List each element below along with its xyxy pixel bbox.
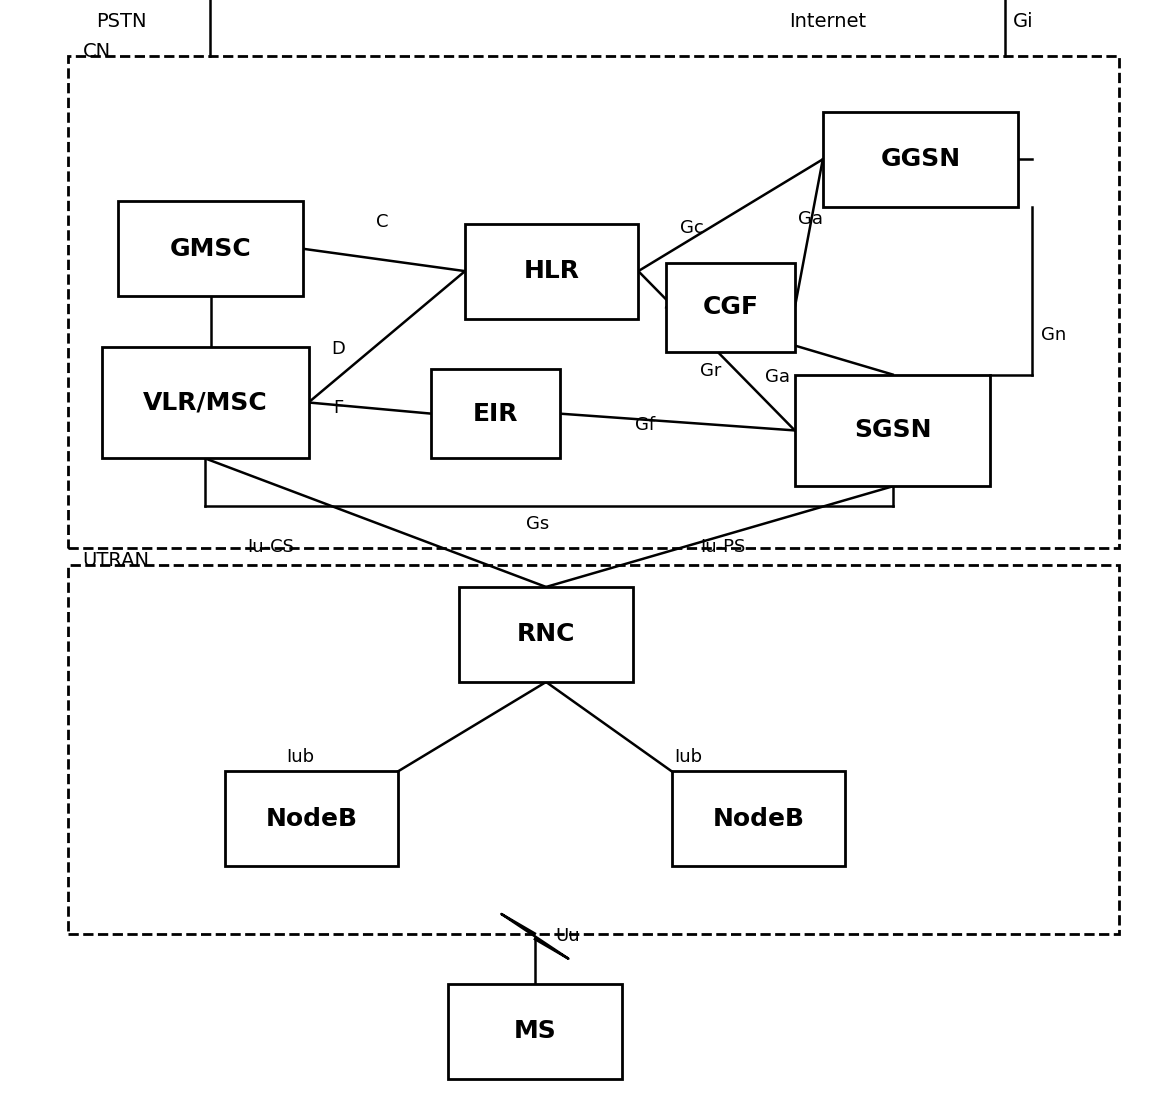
Text: NodeB: NodeB <box>266 807 358 831</box>
Text: Iu-PS: Iu-PS <box>700 538 746 556</box>
Bar <box>68 56 1120 548</box>
Bar <box>823 112 1018 207</box>
Text: VLR/MSC: VLR/MSC <box>142 390 267 415</box>
Text: RNC: RNC <box>516 623 575 646</box>
Text: Iub: Iub <box>674 748 702 766</box>
Text: C: C <box>375 214 388 231</box>
Text: Gs: Gs <box>526 515 549 533</box>
Text: Ga: Ga <box>799 210 823 228</box>
Text: CGF: CGF <box>702 295 759 320</box>
Text: Gi: Gi <box>1013 12 1034 31</box>
Text: HLR: HLR <box>523 259 580 283</box>
Text: SGSN: SGSN <box>854 418 931 443</box>
Text: Ga: Ga <box>764 368 789 386</box>
Text: PSTN: PSTN <box>96 12 147 31</box>
Text: GGSN: GGSN <box>881 148 961 171</box>
Text: MS: MS <box>514 1020 556 1043</box>
Text: NodeB: NodeB <box>713 807 804 831</box>
Text: Gf: Gf <box>635 416 655 434</box>
Text: Gc: Gc <box>680 219 703 237</box>
Text: Uu: Uu <box>555 927 580 946</box>
Bar <box>68 565 1120 934</box>
Text: Gn: Gn <box>1041 326 1065 344</box>
Bar <box>795 375 990 486</box>
Text: CN: CN <box>82 42 111 61</box>
Bar <box>432 369 560 458</box>
Bar <box>460 587 633 682</box>
Text: D: D <box>330 340 345 358</box>
Text: Internet: Internet <box>789 12 867 31</box>
Bar <box>671 771 846 866</box>
Bar <box>225 771 397 866</box>
Bar <box>465 224 639 319</box>
Text: Iub: Iub <box>286 748 314 766</box>
Text: UTRAN: UTRAN <box>82 551 149 570</box>
Bar <box>448 984 622 1079</box>
Text: Gr: Gr <box>700 362 721 380</box>
Text: F: F <box>333 399 343 417</box>
Bar <box>101 347 308 458</box>
Bar <box>667 263 795 352</box>
Text: EIR: EIR <box>473 401 519 426</box>
Text: GMSC: GMSC <box>169 237 252 260</box>
Bar <box>119 201 303 296</box>
Text: Iu-CS: Iu-CS <box>247 538 294 556</box>
